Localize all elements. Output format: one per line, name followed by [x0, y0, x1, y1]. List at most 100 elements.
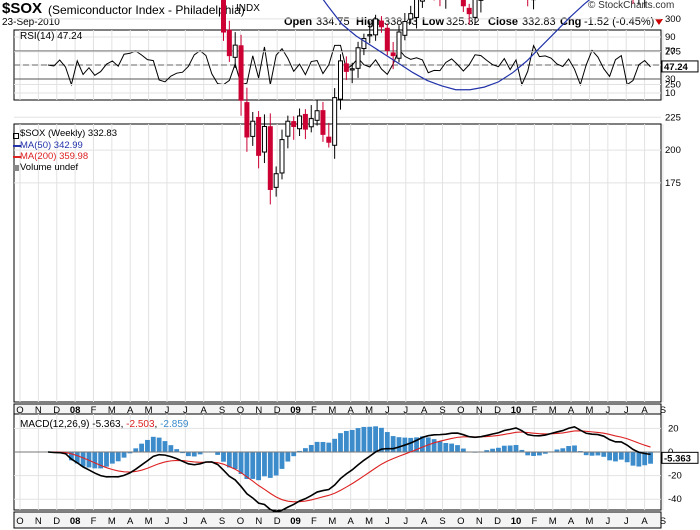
x-tick-label: A	[421, 405, 428, 416]
macd-histogram-bar	[127, 452, 133, 454]
price-tick: 250	[665, 80, 681, 91]
price-tick: 300	[665, 14, 681, 25]
macd-histogram-bar	[490, 448, 495, 452]
x-tick-label: M	[328, 405, 336, 416]
macd-histogram-bar	[496, 447, 501, 452]
macd-histogram-bar	[92, 452, 98, 469]
x-tick-label: S	[219, 405, 225, 416]
macd-histogram-bar	[221, 452, 226, 462]
x-tick-label: S	[660, 516, 666, 527]
price-tick: 200	[665, 145, 681, 156]
macd-histogram-bar	[642, 452, 648, 466]
macd-histogram-bar	[636, 452, 642, 467]
price-tick: 225	[665, 112, 681, 123]
macd-histogram-bar	[145, 439, 150, 452]
x-tick-label: F	[531, 405, 537, 416]
macd-histogram-bar	[297, 450, 302, 452]
macd-histogram-bar	[607, 452, 612, 461]
macd-histogram-bar	[244, 452, 250, 480]
macd-tag-box	[661, 451, 699, 464]
candle-body	[472, 0, 478, 18]
macd-histogram-bar	[373, 426, 378, 452]
x-tick-label: J	[403, 516, 408, 527]
x-tick-label: N	[35, 516, 42, 527]
macd-histogram-bar	[226, 452, 232, 468]
macd-histogram-bar	[349, 429, 355, 452]
macd-histogram-bar	[320, 441, 326, 452]
candle-body	[414, 0, 420, 18]
x-tick-label: A	[568, 405, 575, 416]
rsi-label: RSI(14) 47.24	[20, 31, 83, 42]
x-tick-label: J	[605, 516, 610, 527]
x-tick-label: A	[201, 405, 208, 416]
candle-body	[361, 38, 367, 50]
x-tick-label: N	[476, 405, 483, 416]
candle-body	[297, 115, 303, 130]
macd-label: MACD(12,26,9) -5.363, -2.503, -2.859	[20, 419, 189, 430]
macd-histogram-bar	[595, 452, 601, 456]
x-tick-label: A	[127, 516, 134, 527]
histogram-value: -2.859	[160, 419, 189, 430]
x-tick-label: M	[549, 516, 557, 527]
price-tick: 275	[665, 47, 681, 58]
x-tick-label: A	[347, 405, 354, 416]
x-tick-label: A	[421, 516, 428, 527]
symbol: $SOX	[2, 0, 43, 17]
macd-tag: -5.363	[664, 453, 691, 464]
candle-body	[343, 63, 349, 72]
candle-body	[349, 68, 355, 71]
x-tick-label: A	[201, 516, 208, 527]
macd-histogram-bar	[443, 442, 449, 452]
x-tick-label: 09	[290, 405, 301, 416]
macd-histogram-bar	[601, 452, 607, 457]
macd-histogram-bar	[215, 452, 221, 455]
x-tick-label: J	[165, 516, 170, 527]
x-tick-label: O	[16, 405, 23, 416]
legend-ma50: MA(50) 342.99	[20, 140, 83, 151]
macd-prefix: MACD(12,26,9)	[20, 419, 93, 430]
x-tick-label: A	[568, 516, 575, 527]
macd-histogram-bar	[560, 448, 566, 452]
x-tick-label: M	[549, 405, 557, 416]
x-tick-label: D	[494, 405, 501, 416]
macd-histogram-bar	[566, 446, 572, 452]
price-tick: 175	[665, 178, 681, 189]
x-tick-label: S	[660, 405, 666, 416]
candle-body	[355, 47, 361, 69]
x-tick-label: J	[605, 405, 610, 416]
candle-body	[273, 173, 279, 188]
macd-histogram-bar	[80, 452, 86, 467]
ma50-line	[322, 0, 591, 91]
macd-histogram-bar	[630, 452, 636, 466]
brand-credit[interactable]: © StockCharts.com	[588, 0, 675, 11]
candle-body	[221, 0, 226, 33]
x-tick-label: O	[16, 516, 23, 527]
rsi-panel	[14, 36, 661, 94]
down-arrow-icon	[655, 19, 663, 25]
macd-histogram-bar	[501, 445, 507, 452]
macd-histogram-bar	[519, 449, 525, 452]
macd-histogram-bar	[572, 445, 577, 452]
macd-histogram-bar	[379, 427, 384, 452]
macd-histogram-bar	[133, 448, 139, 452]
macd-histogram-bar	[484, 450, 490, 452]
x-tick-label: M	[108, 405, 116, 416]
macd-histogram-bar	[162, 441, 168, 452]
macd-histogram-bar	[303, 448, 308, 452]
candle-body	[261, 125, 267, 153]
macd-tick: 20	[668, 423, 679, 434]
x-tick-label: J	[183, 405, 188, 416]
axes: OONNDD0808FFMMAAMMJJJJAASSOONNDD0909FFMM…	[16, 14, 699, 527]
rsi-tick: 10	[665, 88, 676, 99]
macd-histogram-bar	[238, 452, 244, 475]
rsi-tick: 70	[665, 46, 676, 57]
x-tick-label: A	[641, 516, 648, 527]
macd-histogram-bar	[525, 452, 531, 456]
exchange: INDX	[236, 3, 260, 14]
rsi-line	[47, 44, 651, 87]
candle-body	[408, 13, 414, 20]
macd-histogram-bar	[168, 445, 174, 452]
candle-body	[396, 31, 402, 59]
candle-body	[244, 102, 250, 138]
macd-histogram-bar	[531, 452, 536, 456]
